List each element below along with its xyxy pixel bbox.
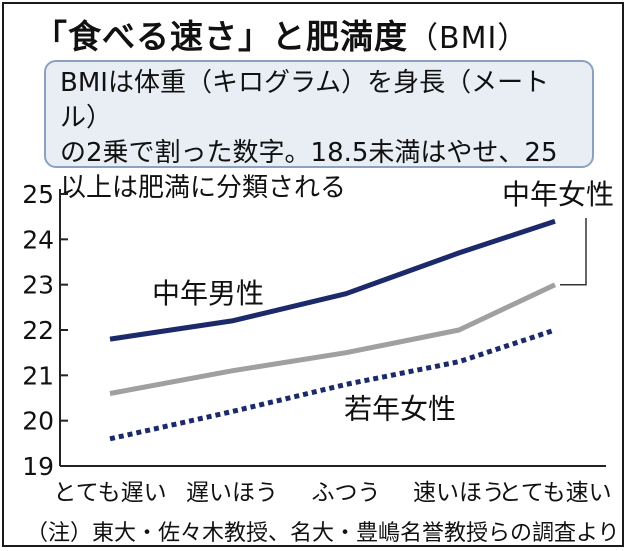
chart-frame: 「食べる速さ」と肥満度（BMI） BMIは体重（キログラム）を身長（メートル） …	[2, 2, 624, 547]
x-tick-label-1: とても遅い	[53, 480, 166, 506]
x-tick-label-5: とても速い	[498, 480, 611, 506]
source-note: （注）東大・佐々木教授、名大・豊嶋名誉教授らの調査より	[26, 521, 620, 546]
y-tick-label-20: 20	[22, 407, 54, 436]
series-young-women-line	[109, 327, 556, 442]
chart-title: 「食べる速さ」と肥満度（BMI）	[34, 10, 528, 58]
title-unit: （BMI）	[408, 21, 529, 56]
x-tick-label-4: 速いほう	[413, 480, 505, 506]
note-line-1: BMIは体重（キログラム）を身長（メートル）	[60, 68, 550, 133]
y-tick-label-23: 23	[22, 271, 54, 300]
series-middle-aged-men-label: 中年男性	[152, 277, 264, 310]
y-tick-label-21: 21	[22, 361, 54, 390]
note-line-2: の2乗で割った数字。18.5未満はやせ、25	[60, 138, 558, 168]
series-young-women-label: 若年女性	[344, 392, 456, 425]
note-line-3: 以上は肥満に分類される	[60, 173, 347, 203]
x-tick-label-2: 遅いほう	[186, 480, 278, 506]
y-tick-label-22: 22	[22, 316, 54, 345]
series-middle-aged-women-label: 中年女性	[502, 178, 614, 211]
title-main: 「食べる速さ」と肥満度	[34, 17, 408, 56]
y-tick-label-19: 19	[22, 452, 54, 481]
x-tick-label-3: ふつう	[312, 480, 381, 506]
middle-aged-women-leader-line	[560, 218, 587, 286]
y-tick-label-24: 24	[22, 225, 54, 254]
y-tick-label-25: 25	[22, 180, 54, 209]
note-box: BMIは体重（キログラム）を身長（メートル） の2乗で割った数字。18.5未満は…	[44, 60, 594, 203]
